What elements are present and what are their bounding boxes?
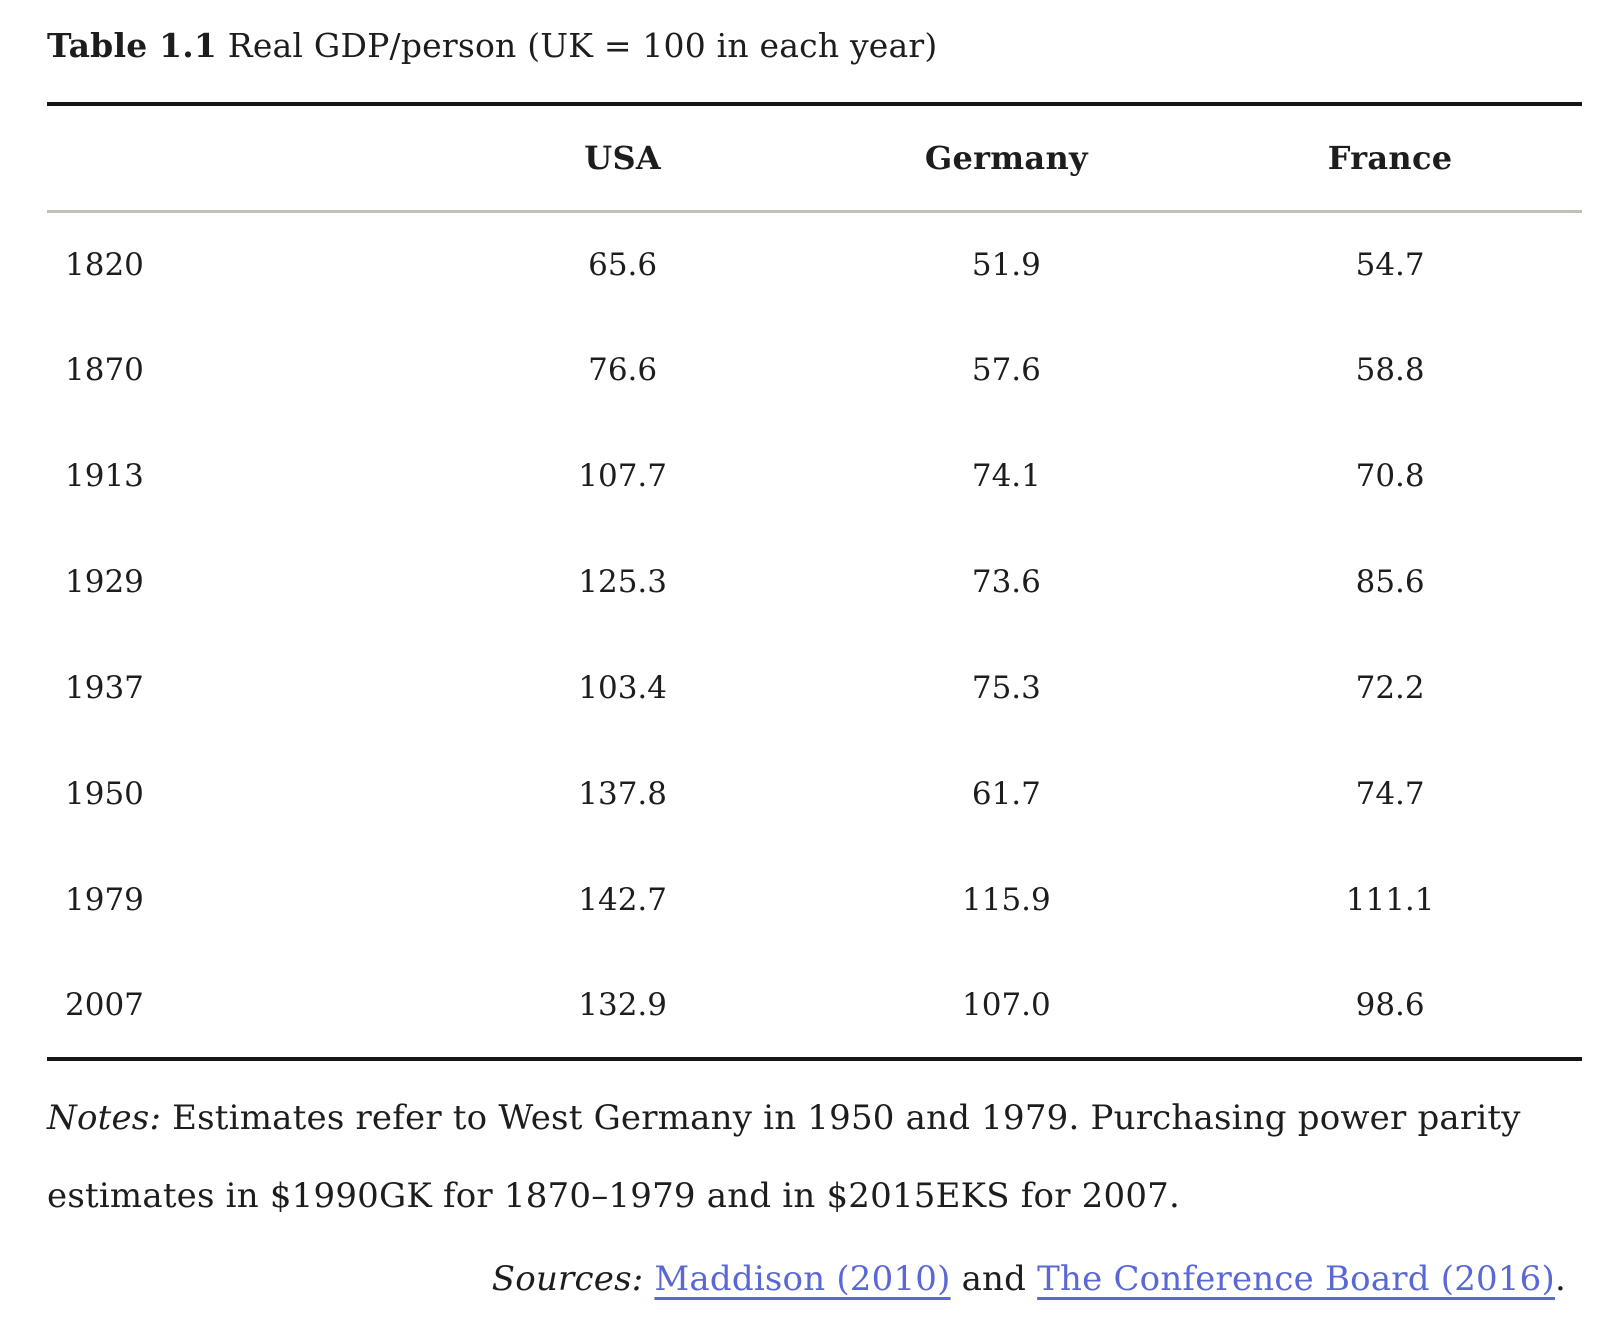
gdp-table: USA Germany France 1820 65.6 51.9 54.7 1… [47, 102, 1582, 1061]
row-year: 1979 [65, 882, 144, 918]
table-caption: Real GDP/person (UK = 100 in each year) [217, 26, 938, 65]
table-row: 1870 76.6 57.6 58.8 [47, 317, 1582, 423]
notes-text: Estimates refer to West Germany in 1950 … [47, 1098, 1521, 1216]
col-header-germany: Germany [814, 104, 1199, 213]
row-year: 1937 [65, 670, 144, 706]
cell-germany: 107.0 [962, 987, 1051, 1023]
source-link-maddison[interactable]: Maddison (2010) [654, 1259, 951, 1299]
table-row: 1913 107.7 74.1 70.8 [47, 423, 1582, 529]
cell-germany: 61.7 [971, 776, 1041, 812]
source-link-conference-board[interactable]: The Conference Board (2016) [1037, 1259, 1555, 1299]
header-row: USA Germany France [47, 104, 1582, 213]
row-year: 2007 [65, 987, 144, 1023]
cell-usa: 137.8 [578, 776, 667, 812]
corner-cell [47, 104, 431, 213]
sources-separator: and [950, 1259, 1038, 1299]
cell-germany: 74.1 [971, 458, 1041, 494]
cell-usa: 107.7 [578, 458, 667, 494]
table-number: Table 1.1 [47, 26, 218, 65]
cell-france: 72.2 [1355, 670, 1425, 706]
table-title: Table 1.1 Real GDP/person (UK = 100 in e… [47, 26, 1582, 66]
sources: Sources: Maddison (2010) and The Confere… [47, 1249, 1582, 1309]
cell-germany: 73.6 [971, 564, 1041, 600]
cell-usa: 65.6 [588, 246, 658, 283]
cell-usa: 76.6 [588, 352, 658, 388]
notes: Notes: Estimates refer to West Germany i… [47, 1079, 1582, 1235]
notes-label: Notes: [47, 1098, 162, 1138]
cell-france: 85.6 [1355, 564, 1425, 600]
row-year: 1929 [65, 564, 144, 600]
cell-germany: 75.3 [971, 670, 1041, 706]
cell-usa: 125.3 [578, 564, 667, 600]
table-row: 1820 65.6 51.9 54.7 [47, 211, 1582, 317]
row-year: 1950 [65, 776, 144, 812]
cell-usa: 132.9 [578, 987, 667, 1023]
sources-label: Sources: [491, 1259, 644, 1299]
cell-germany: 57.6 [971, 352, 1041, 388]
cell-usa: 142.7 [578, 882, 667, 918]
table-row: 1937 103.4 75.3 72.2 [47, 635, 1582, 741]
cell-france: 54.7 [1355, 246, 1425, 283]
cell-france: 58.8 [1355, 352, 1425, 388]
row-year: 1913 [65, 458, 144, 494]
table-row: 1950 137.8 61.7 74.7 [47, 741, 1582, 847]
cell-france: 70.8 [1355, 458, 1425, 494]
col-header-france: France [1198, 104, 1582, 213]
row-year: 1820 [65, 246, 144, 283]
cell-france: 74.7 [1355, 776, 1425, 812]
cell-germany: 51.9 [971, 246, 1041, 283]
row-year: 1870 [65, 352, 144, 388]
cell-usa: 103.4 [578, 670, 667, 706]
table-row: 1929 125.3 73.6 85.6 [47, 529, 1582, 635]
table-row: 1979 142.7 115.9 111.1 [47, 847, 1582, 953]
sources-period: . [1554, 1259, 1566, 1299]
cell-france: 111.1 [1345, 882, 1435, 918]
cell-france: 98.6 [1355, 987, 1425, 1023]
cell-germany: 115.9 [962, 882, 1051, 918]
table-row: 2007 132.9 107.0 98.6 [47, 953, 1582, 1059]
col-header-usa: USA [430, 104, 815, 213]
